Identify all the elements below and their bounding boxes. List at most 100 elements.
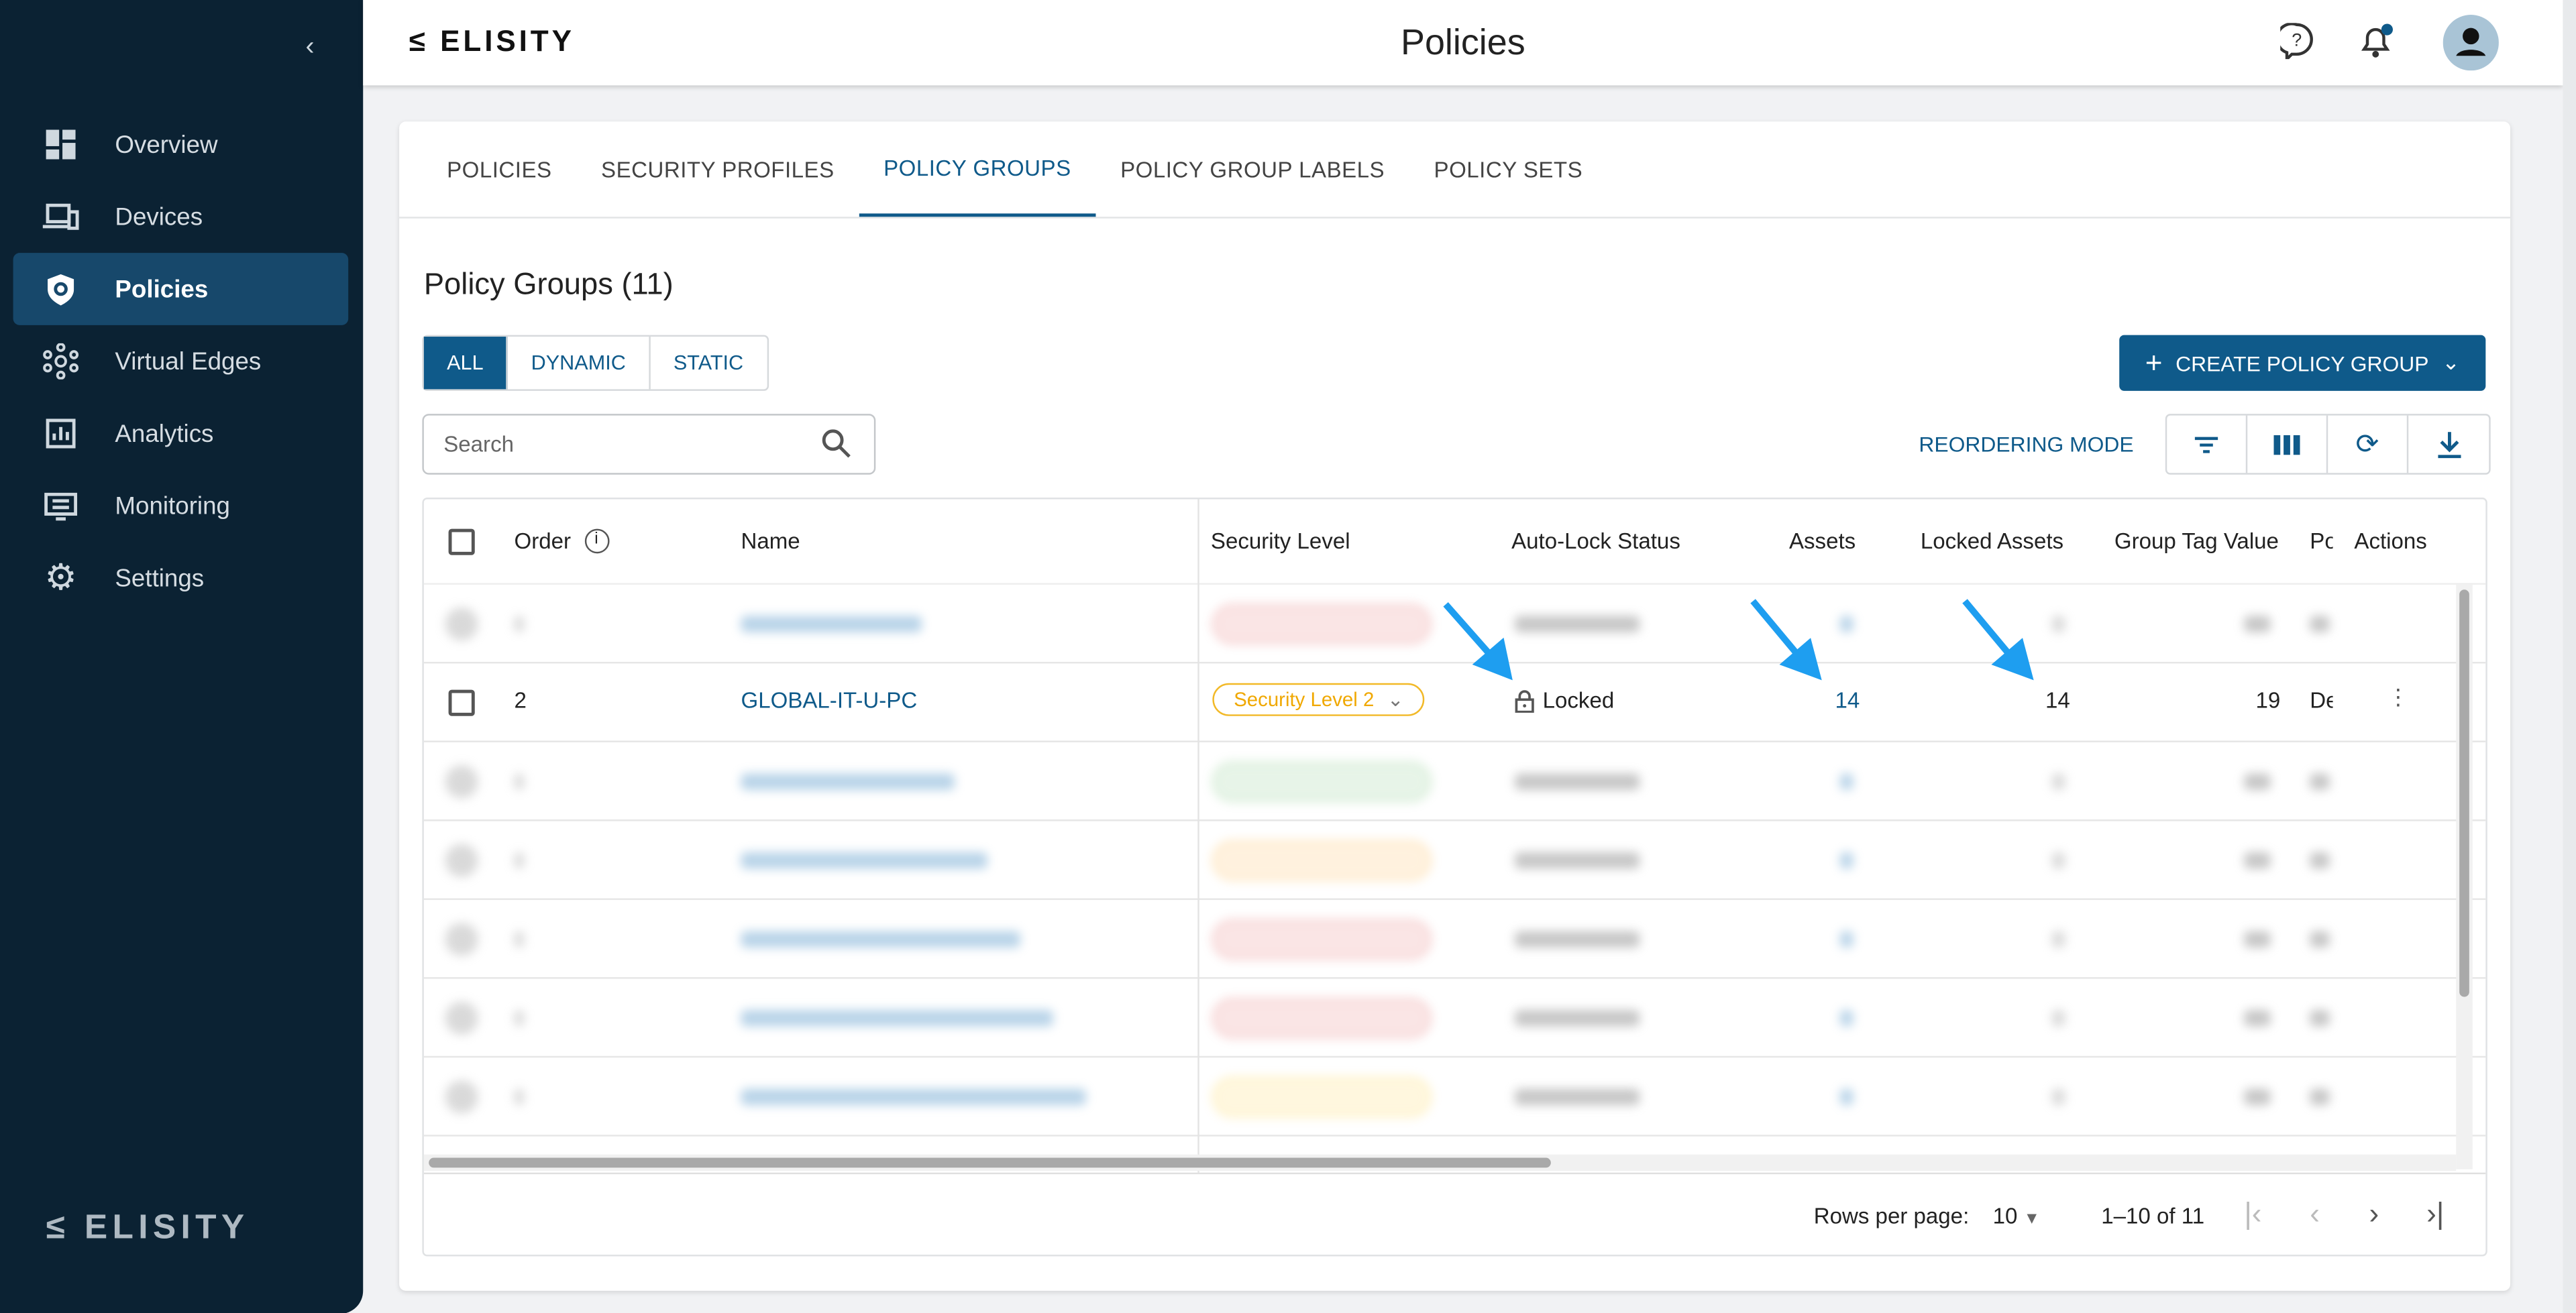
filter-all[interactable]: ALL (423, 337, 508, 390)
header-actions: Actions (2354, 528, 2427, 554)
notification-bell-icon[interactable] (2357, 23, 2394, 67)
table-row-blurred (423, 979, 2486, 1058)
auto-lock-status: Locked (1542, 688, 1615, 713)
row-checkbox[interactable] (448, 689, 475, 716)
brand-logo[interactable]: ≤ ELISITY (409, 24, 575, 58)
tab-security-profiles[interactable]: SECURITY PROFILES (601, 156, 835, 182)
header-assets[interactable]: Assets (1788, 528, 1856, 554)
pagination: Rows per page: 10 ▼ 1–10 of 11 |‹ ‹ › ›| (423, 1172, 2486, 1255)
vertical-scrollbar[interactable] (2456, 584, 2473, 1169)
column-divider (1197, 499, 1199, 1173)
chart-icon (43, 416, 79, 452)
refresh-icon[interactable]: ⟳ (2328, 415, 2409, 473)
svg-text:?: ? (2292, 30, 2302, 50)
table-row-blurred (423, 821, 2486, 901)
columns-icon[interactable] (2247, 415, 2328, 473)
tabs: POLICIES SECURITY PROFILES POLICY GROUPS… (399, 121, 2511, 219)
row-order: 2 (514, 688, 527, 713)
sidebar: ‹ Overview Devices Policies Virtual Edge… (0, 0, 364, 1313)
header-order[interactable]: Order (514, 528, 572, 554)
search-placeholder: Search (443, 432, 515, 457)
select-all-checkbox[interactable] (448, 528, 475, 555)
search-input[interactable]: Search (422, 414, 876, 475)
help-icon[interactable]: ? (2275, 22, 2313, 67)
tab-policy-sets[interactable]: POLICY SETS (1434, 156, 1583, 182)
header-security-level[interactable]: Security Level (1210, 528, 1350, 554)
sidebar-item-label: Virtual Edges (115, 347, 262, 376)
horizontal-scrollbar[interactable] (423, 1154, 2457, 1172)
footer-logo-text: ELISITY (84, 1208, 250, 1247)
gear-icon: ⚙ (44, 557, 77, 598)
devices-icon (42, 198, 79, 235)
row-name-link[interactable]: GLOBAL-IT-U-PC (741, 688, 918, 713)
next-page-icon[interactable]: › (2369, 1197, 2379, 1231)
filter-static[interactable]: STATIC (673, 351, 744, 375)
locked-assets-count: 14 (2045, 688, 2070, 713)
create-label: CREATE POLICY GROUP (2176, 350, 2429, 376)
table-row-blurred (423, 1058, 2486, 1137)
header-auto-lock-status[interactable]: Auto-Lock Status (1511, 528, 1680, 554)
sidebar-item-label: Devices (115, 203, 203, 231)
search-icon (822, 429, 851, 463)
shield-icon (43, 271, 79, 307)
tab-policy-group-labels[interactable]: POLICY GROUP LABELS (1120, 156, 1385, 182)
sidebar-item-policies[interactable]: Policies (13, 253, 349, 325)
last-page-icon[interactable]: ›| (2426, 1197, 2445, 1231)
header-name[interactable]: Name (741, 528, 800, 554)
sidebar-item-overview[interactable]: Overview (13, 109, 349, 181)
monitor-icon (43, 488, 79, 524)
first-page-icon[interactable]: |‹ (2244, 1197, 2262, 1231)
dropdown-arrow-icon: ▼ (2023, 1210, 2040, 1229)
network-icon (43, 343, 79, 380)
reordering-mode-button[interactable]: REORDERING MODE (1919, 432, 2134, 457)
page-title: Policies (1401, 21, 1525, 63)
create-policy-group-button[interactable]: + CREATE POLICY GROUP ⌄ (2119, 335, 2486, 391)
plus-icon: + (2145, 345, 2163, 379)
avatar[interactable] (2443, 15, 2499, 79)
sidebar-item-settings[interactable]: ⚙ Settings (13, 542, 349, 614)
sidebar-item-label: Analytics (115, 419, 214, 448)
previous-page-icon[interactable]: ‹ (2310, 1197, 2320, 1231)
table-row[interactable]: 2 GLOBAL-IT-U-PC Security Level 2 ⌄ Locke… (423, 663, 2486, 742)
sidebar-item-analytics[interactable]: Analytics (13, 398, 349, 470)
rows-per-page-value: 10 (1992, 1204, 2018, 1229)
table-row-blurred (423, 900, 2486, 979)
tab-policy-groups[interactable]: POLICY GROUPS (859, 121, 1096, 217)
policy-groups-card: POLICIES SECURITY PROFILES POLICY GROUPS… (399, 121, 2511, 1291)
footer-logo: ≤ ELISITY (46, 1208, 250, 1247)
sidebar-item-devices[interactable]: Devices (13, 180, 349, 253)
chevron-down-icon: ⌄ (1387, 688, 1404, 711)
policy-groups-table: Order i Name Security Level Auto-Lock Sta… (422, 498, 2487, 1257)
sidebar-item-monitoring[interactable]: Monitoring (13, 469, 349, 542)
section-title: Policy Groups (11) (423, 266, 674, 301)
more-actions-icon[interactable]: ⋮ (2387, 685, 2410, 709)
group-tag-value: 19 (2255, 688, 2281, 713)
lock-icon (1515, 689, 1534, 712)
rows-per-page-select[interactable]: 10 ▼ (1993, 1204, 2040, 1229)
collapse-sidebar-icon[interactable]: ‹ (305, 32, 315, 61)
top-bar: ≤ ELISITY Policies ? (363, 0, 2563, 86)
rows-per-page-label: Rows per page: (1813, 1204, 1970, 1229)
table-header: Order i Name Security Level Auto-Lock Sta… (423, 499, 2486, 585)
filter-dynamic[interactable]: DYNAMIC (508, 337, 651, 390)
security-level-value: Security Level 2 (1234, 688, 1375, 711)
header-policy[interactable]: Po (2310, 528, 2332, 554)
sidebar-item-virtual-edges[interactable]: Virtual Edges (13, 325, 349, 398)
vertical-scroll-thumb[interactable] (2459, 589, 2469, 997)
header-locked-assets[interactable]: Locked Assets (1920, 528, 2064, 554)
assets-count-link[interactable]: 14 (1835, 688, 1860, 713)
download-icon[interactable] (2408, 416, 2489, 473)
page-scrollbar[interactable] (2563, 0, 2576, 1313)
header-group-tag-value[interactable]: Group Tag Value (2114, 528, 2279, 554)
sidebar-item-label: Policies (115, 275, 209, 303)
horizontal-scroll-thumb[interactable] (429, 1157, 1551, 1168)
info-icon[interactable]: i (584, 528, 609, 554)
table-row-blurred (423, 742, 2486, 821)
chevron-down-icon: ⌄ (2442, 349, 2460, 375)
security-level-select[interactable]: Security Level 2 ⌄ (1212, 683, 1426, 716)
sidebar-item-label: Monitoring (115, 492, 230, 520)
tab-policies[interactable]: POLICIES (447, 156, 552, 182)
table-row-blurred (423, 585, 2486, 664)
filter-icon[interactable] (2167, 415, 2248, 473)
